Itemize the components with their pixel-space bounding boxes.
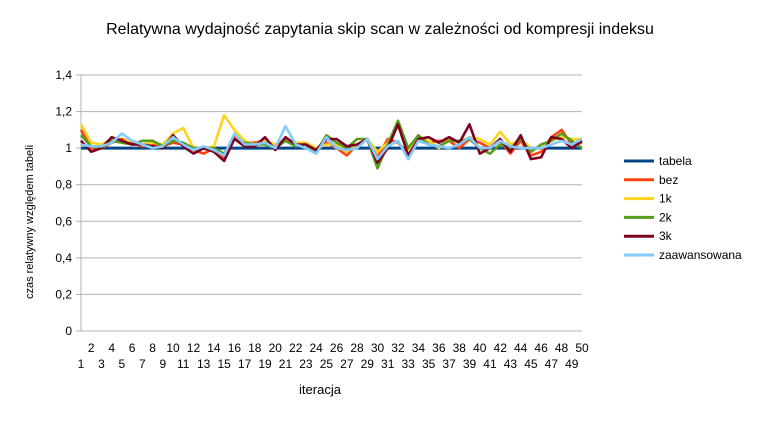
x-tick-label: 27 (340, 357, 354, 371)
x-tick-label: 14 (207, 341, 221, 355)
x-tick-label: 41 (483, 357, 497, 371)
x-tick-label: 21 (279, 357, 293, 371)
x-tick-label: 4 (108, 341, 115, 355)
x-tick-label: 48 (555, 341, 569, 355)
x-tick-label: 36 (432, 341, 446, 355)
x-tick-label: 2 (88, 341, 95, 355)
x-tick-label: 19 (258, 357, 272, 371)
x-tick-label: 24 (309, 341, 323, 355)
y-tick-label: 0 (65, 324, 72, 338)
x-tick-label: 29 (361, 357, 375, 371)
x-tick-label: 1 (78, 357, 85, 371)
x-tick-label: 49 (565, 357, 579, 371)
x-tick-label: 11 (177, 357, 190, 371)
x-tick-label: 40 (473, 341, 487, 355)
x-tick-label: 15 (217, 357, 231, 371)
x-tick-label: 35 (422, 357, 436, 371)
x-tick-label: 30 (371, 341, 385, 355)
x-tick-label: 47 (545, 357, 559, 371)
x-tick-label: 45 (524, 357, 538, 371)
series-line-zaawansowana (80, 124, 583, 161)
x-tick-label: 5 (119, 357, 126, 371)
x-tick-labels: 1234567891011121314151617181920212223242… (78, 341, 589, 371)
x-tick-label: 23 (299, 357, 313, 371)
x-tick-label: 46 (534, 341, 548, 355)
x-tick-label: 50 (575, 341, 589, 355)
x-tick-label: 44 (514, 341, 528, 355)
y-tick-label: 0,8 (55, 178, 72, 192)
x-tick-label: 31 (381, 357, 395, 371)
x-tick-label: 34 (412, 341, 426, 355)
x-tick-label: 25 (320, 357, 334, 371)
x-tick-label: 13 (197, 357, 211, 371)
y-tick-label: 0,6 (55, 214, 72, 228)
x-tick-label: 22 (289, 341, 303, 355)
legend-label: tabela (659, 154, 692, 168)
grid (76, 74, 582, 332)
x-tick-label: 37 (442, 357, 456, 371)
x-tick-label: 8 (149, 341, 156, 355)
x-axis-label: iteracja (299, 382, 342, 397)
x-tick-label: 7 (139, 357, 146, 371)
x-tick-label: 17 (238, 357, 252, 371)
y-tick-label: 1,4 (55, 68, 72, 82)
legend-label: 1k (659, 192, 673, 206)
legend-label: bez (659, 173, 678, 187)
legend: tabela bez 1k 2k 3k zaawansowana (624, 154, 742, 262)
x-tick-label: 6 (129, 341, 136, 355)
x-tick-label: 20 (269, 341, 283, 355)
y-axis-label: czas relatywny względem tabeli (24, 145, 36, 299)
x-tick-label: 42 (494, 341, 508, 355)
x-tick-label: 26 (330, 341, 344, 355)
x-tick-label: 10 (166, 341, 180, 355)
x-tick-label: 33 (402, 357, 416, 371)
y-tick-label: 0,2 (55, 287, 72, 301)
legend-label: zaawansowana (659, 248, 742, 262)
y-tick-label: 1 (65, 141, 72, 155)
y-tick-label: 1,2 (55, 105, 72, 119)
y-tick-labels: 0 0,2 0,4 0,6 0,8 1 1,2 1,4 (55, 68, 72, 338)
x-tick-label: 28 (350, 341, 364, 355)
x-tick-label: 9 (159, 357, 166, 371)
legend-label: 2k (659, 210, 673, 224)
series-lines (79, 113, 583, 170)
x-tick-label: 16 (228, 341, 242, 355)
chart-title: Relatywna wydajność zapytania skip scan … (106, 21, 654, 38)
x-tick-label: 39 (463, 357, 477, 371)
legend-label: 3k (659, 229, 673, 243)
x-tick-label: 32 (391, 341, 405, 355)
x-tick-label: 43 (504, 357, 518, 371)
x-tick-label: 18 (248, 341, 262, 355)
x-tick-label: 12 (187, 341, 201, 355)
x-tick-label: 38 (453, 341, 467, 355)
x-tick-label: 3 (98, 357, 105, 371)
y-tick-label: 0,4 (55, 251, 72, 265)
